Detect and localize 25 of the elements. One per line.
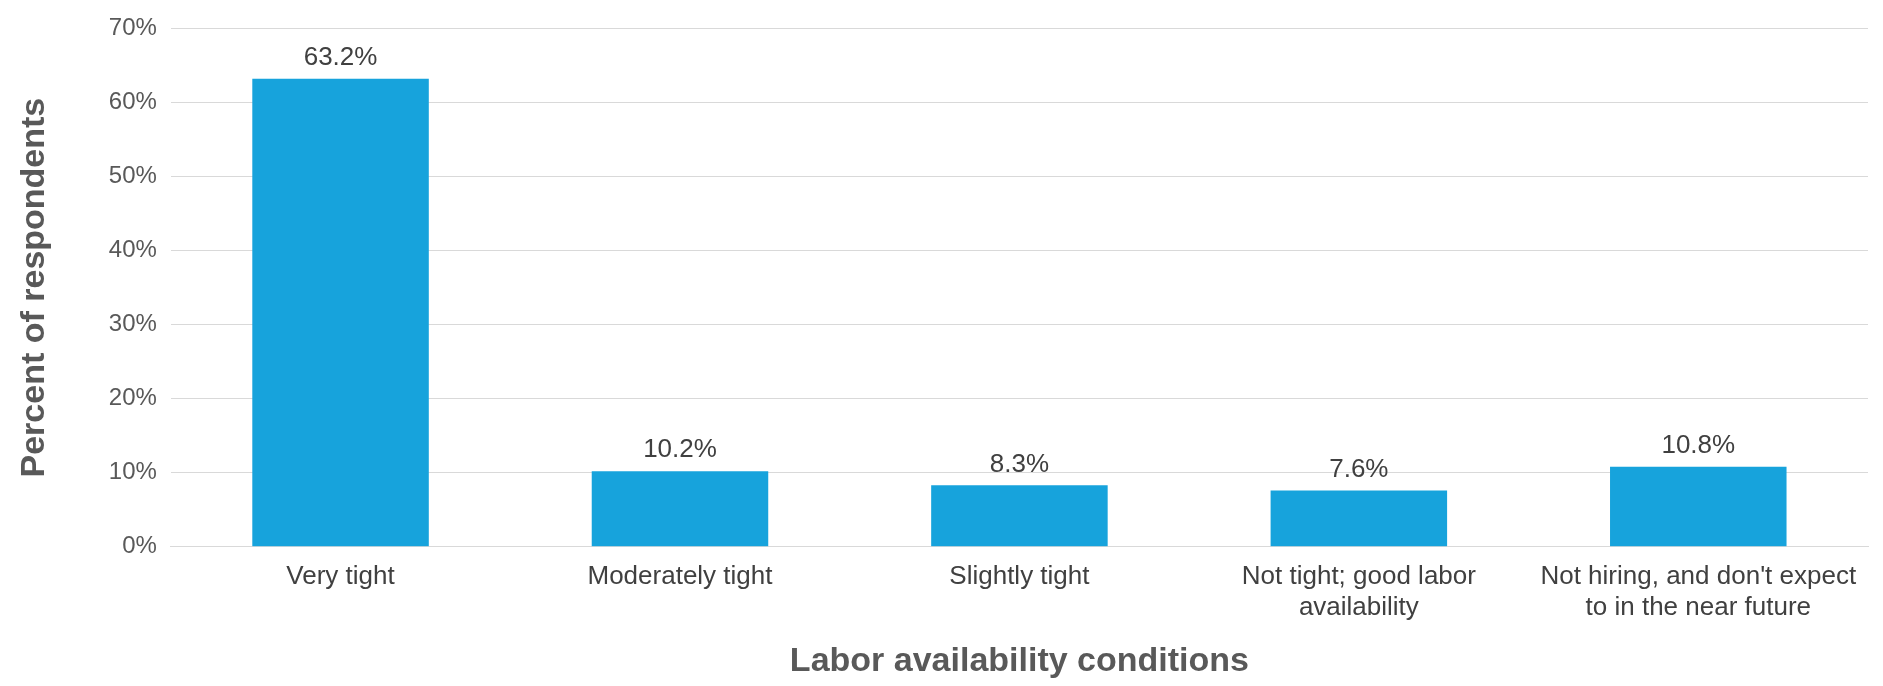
x-tick-label: Not tight; good labor availability [1241, 559, 1477, 621]
y-tick-label: 10% [108, 457, 157, 485]
data-label: 8.3% [989, 447, 1050, 478]
y-tick-label: 70% [108, 13, 157, 41]
bar [1610, 466, 1787, 547]
x-tick-label: Moderately tight [587, 559, 774, 590]
y-tick-label: 60% [108, 87, 157, 115]
y-axis-title: Percent of respondents [12, 97, 51, 478]
x-tick-label: Slightly tight [949, 559, 1091, 590]
bar [931, 485, 1108, 547]
bar [252, 78, 429, 547]
y-tick-label: 50% [108, 161, 157, 189]
data-label: 10.2% [643, 433, 717, 464]
y-tick-label: 40% [108, 235, 157, 263]
x-axis-title: Labor availability conditions [789, 639, 1249, 678]
data-label: 63.2% [303, 40, 378, 71]
data-label: 10.8% [1661, 428, 1736, 459]
bar [591, 471, 769, 547]
data-label: 7.6% [1329, 452, 1389, 483]
x-tick-label: Very tight [286, 559, 396, 590]
y-tick-label: 20% [108, 383, 157, 411]
bar [1270, 490, 1448, 547]
y-tick-label: 0% [122, 531, 157, 559]
x-tick-label: Not hiring, and don't expect to in the near future [1540, 559, 1857, 621]
y-tick-label: 30% [108, 309, 157, 337]
